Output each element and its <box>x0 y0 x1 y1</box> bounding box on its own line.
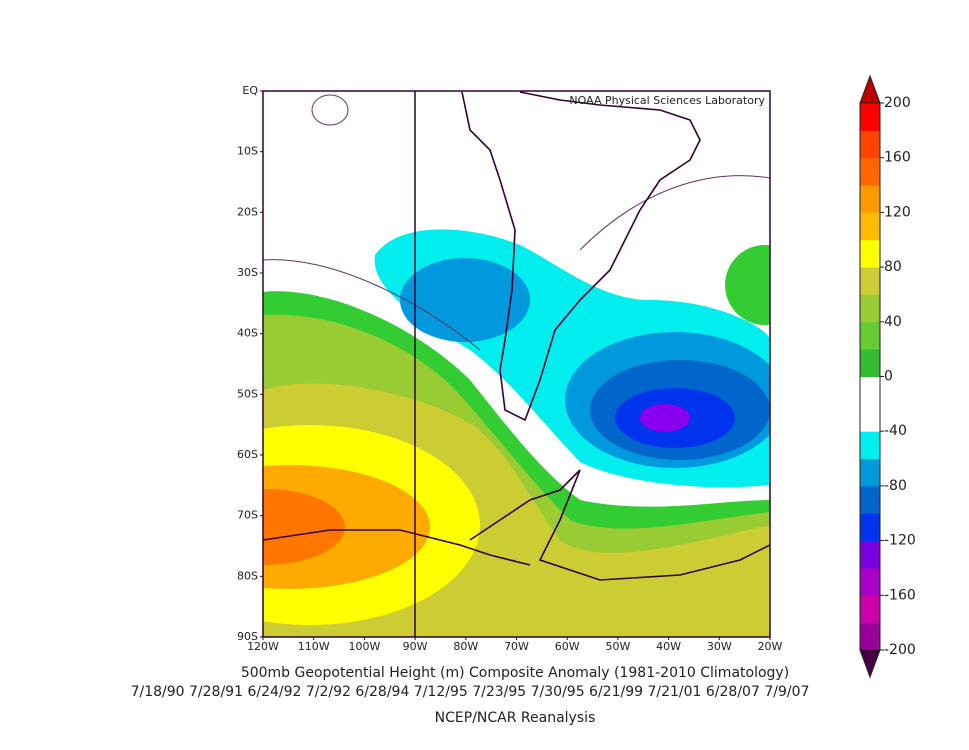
credit: NCEP/NCAR Reanalysis <box>435 710 596 726</box>
colorbar-label: 160 <box>884 150 911 166</box>
colorbar-label: 40 <box>884 314 902 330</box>
colorbar-band <box>860 267 880 295</box>
lon-label: 110W <box>298 640 330 653</box>
colorbar-band <box>860 431 880 460</box>
lon-label: 100W <box>348 640 380 653</box>
colorbar-band <box>860 130 880 159</box>
lon-label: 30W <box>707 640 732 653</box>
colorbar-band <box>860 349 880 377</box>
colorbar-label: -120 <box>884 533 916 549</box>
colorbar-band <box>860 376 880 405</box>
lat-label: 90S <box>237 630 258 643</box>
colorbar-band <box>860 622 880 651</box>
colorbar-label: 200 <box>884 95 911 111</box>
lon-label: 90W <box>403 640 428 653</box>
lon-label: 80W <box>453 640 478 653</box>
colorbar-band <box>860 294 880 323</box>
colorbar-band <box>860 239 880 268</box>
lat-label: 80S <box>237 569 258 582</box>
lat-label: 70S <box>237 509 258 522</box>
lon-label: 70W <box>504 640 529 653</box>
colorbar-under <box>859 649 881 679</box>
lon-label: 20W <box>758 640 783 653</box>
lon-label: 50W <box>605 640 630 653</box>
colorbar-band <box>860 157 880 186</box>
dates: 7/18/90 7/28/91 6/24/92 7/2/92 6/28/94 7… <box>131 684 810 700</box>
colorbar-band <box>860 458 880 487</box>
colorbar-label: 80 <box>884 259 902 275</box>
lon-label: 120W <box>247 640 279 653</box>
colorbar-band <box>860 485 880 514</box>
colorbar-band <box>860 103 880 131</box>
colorbar-label: -200 <box>884 642 916 658</box>
colorbar-over <box>859 74 881 104</box>
lat-label: 60S <box>237 448 258 461</box>
colorbar-label: 120 <box>884 204 911 220</box>
lat-label: 30S <box>237 266 258 279</box>
colorbar-label: -80 <box>884 478 907 494</box>
colorbar-band <box>860 212 880 241</box>
colorbar-label: -40 <box>884 423 907 439</box>
colorbar-band <box>860 540 880 569</box>
colorbar-band <box>860 595 880 624</box>
map-field <box>263 91 770 637</box>
lat-label: 10S <box>237 145 258 158</box>
lat-label: 40S <box>237 327 258 340</box>
colorbar-band <box>860 567 880 596</box>
lat-label: 50S <box>237 387 258 400</box>
colorbar-label: 0 <box>884 369 893 385</box>
lon-label: 60W <box>555 640 580 653</box>
lat-label: 20S <box>237 205 258 218</box>
colorbar-band <box>860 321 880 350</box>
colorbar-band <box>860 185 880 213</box>
lon-label: 40W <box>656 640 681 653</box>
colorbar-band <box>860 403 880 432</box>
lat-label: EQ <box>242 84 258 97</box>
watermark: NOAA Physical Sciences Laboratory <box>569 94 765 107</box>
colorbar-band <box>860 513 880 542</box>
title: 500mb Geopotential Height (m) Composite … <box>241 665 789 681</box>
colorbar-label: -160 <box>884 587 916 603</box>
